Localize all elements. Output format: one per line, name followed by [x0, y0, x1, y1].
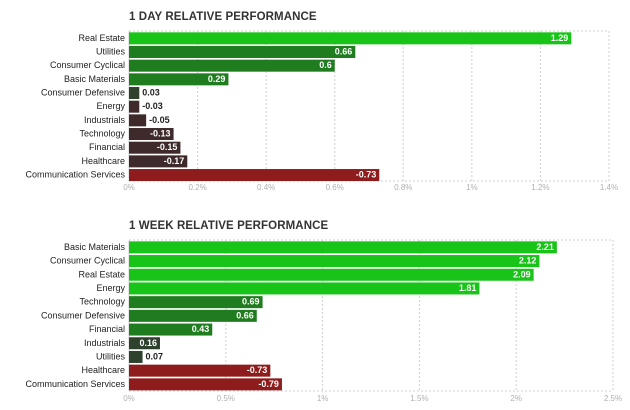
week-value-label: 0.07 — [146, 351, 164, 361]
week-category-label: Healthcare — [81, 365, 125, 375]
week-category-label: Real Estate — [78, 269, 125, 279]
day-x-tick-label: 0.6% — [326, 183, 344, 192]
week-category-label: Consumer Cyclical — [50, 256, 125, 266]
day-bar — [129, 141, 181, 154]
week-bar — [129, 350, 143, 363]
week-performance-title: 1 WEEK RELATIVE PERFORMANCE — [129, 220, 329, 232]
week-category-label: Basic Materials — [64, 242, 126, 252]
week-category-label: Communication Services — [25, 379, 125, 389]
day-value-label: 0.29 — [208, 74, 226, 84]
day-category-label: Consumer Cyclical — [50, 60, 125, 70]
day-bar — [129, 128, 174, 141]
day-category-label: Financial — [89, 142, 125, 152]
day-bar — [129, 100, 140, 113]
week-category-label: Consumer Defensive — [41, 310, 125, 320]
day-x-tick-label: 0.2% — [188, 183, 206, 192]
day-value-label: 0.6 — [319, 60, 332, 70]
week-bar — [129, 364, 271, 377]
week-category-label: Energy — [96, 283, 125, 293]
week-x-tick-label: 0.5% — [217, 394, 235, 403]
week-category-label: Technology — [79, 297, 125, 307]
week-x-tick-label: 0% — [123, 394, 135, 403]
week-bar — [129, 337, 160, 350]
day-category-label: Industrials — [84, 115, 126, 125]
day-x-tick-label: 0.8% — [394, 183, 412, 192]
day-value-label: -0.05 — [149, 115, 170, 125]
day-value-label: -0.15 — [157, 142, 178, 152]
day-performance-chart: 0% 0.2% 0.4% 0.6% 0.8% 1% 1.2% 1.4% Real Estate 1… — [25, 30, 618, 192]
week-value-label: 1.81 — [459, 283, 477, 293]
week-category-label: Industrials — [84, 338, 126, 348]
week-category-label: Utilities — [96, 351, 126, 361]
week-value-label: 2.21 — [536, 242, 554, 252]
week-x-tick-label: 1% — [317, 394, 329, 403]
week-bar — [129, 323, 213, 336]
day-value-label: -0.13 — [150, 129, 171, 139]
week-x-tick-label: 1.5% — [410, 394, 428, 403]
week-bar — [129, 241, 557, 254]
day-x-tick-label: 1% — [466, 183, 478, 192]
day-category-label: Technology — [79, 129, 125, 139]
day-bar — [129, 59, 335, 72]
week-value-label: 0.43 — [192, 324, 210, 334]
week-bar — [129, 282, 480, 295]
week-bar — [129, 296, 263, 309]
day-bar — [129, 32, 572, 45]
week-bar — [129, 309, 257, 322]
day-x-tick-label: 1.2% — [531, 183, 549, 192]
week-bar — [129, 255, 540, 268]
week-value-label: 0.66 — [236, 310, 254, 320]
day-category-label: Real Estate — [78, 33, 125, 43]
day-category-label: Utilities — [96, 47, 126, 57]
day-x-tick-label: 1.4% — [600, 183, 618, 192]
day-bar — [129, 87, 140, 100]
day-value-label: -0.03 — [142, 101, 163, 111]
day-x-tick-label: 0.4% — [257, 183, 275, 192]
day-category-label: Healthcare — [81, 156, 125, 166]
day-value-label: -0.17 — [164, 156, 185, 166]
week-bar — [129, 378, 282, 391]
week-value-label: 0.69 — [242, 297, 260, 307]
day-category-label: Energy — [96, 101, 125, 111]
week-value-label: 0.16 — [139, 338, 157, 348]
day-bar — [129, 155, 188, 168]
week-value-label: 2.12 — [519, 256, 537, 266]
week-value-label: -0.73 — [247, 365, 268, 375]
week-category-label: Financial — [89, 324, 125, 334]
day-bar — [129, 114, 147, 127]
day-category-label: Basic Materials — [64, 74, 126, 84]
day-category-label: Consumer Defensive — [41, 88, 125, 98]
week-performance-chart: 0% 0.5% 1% 1.5% 2% 2.5% Basic Materials 2.21 Con… — [25, 239, 622, 403]
week-x-tick-label: 2% — [510, 394, 522, 403]
day-value-label: 1.29 — [551, 33, 569, 43]
week-bar — [129, 268, 534, 281]
day-performance-title: 1 DAY RELATIVE PERFORMANCE — [129, 11, 317, 23]
day-category-label: Communication Services — [25, 170, 125, 180]
week-value-label: -0.79 — [258, 379, 279, 389]
day-value-label: 0.03 — [142, 88, 160, 98]
week-value-label: 2.09 — [513, 269, 531, 279]
day-bar — [129, 169, 380, 182]
day-bar — [129, 46, 356, 59]
day-value-label: 0.66 — [335, 47, 353, 57]
day-value-label: -0.73 — [356, 170, 377, 180]
week-x-tick-label: 2.5% — [604, 394, 622, 403]
day-x-tick-label: 0% — [123, 183, 135, 192]
day-bar — [129, 73, 229, 86]
